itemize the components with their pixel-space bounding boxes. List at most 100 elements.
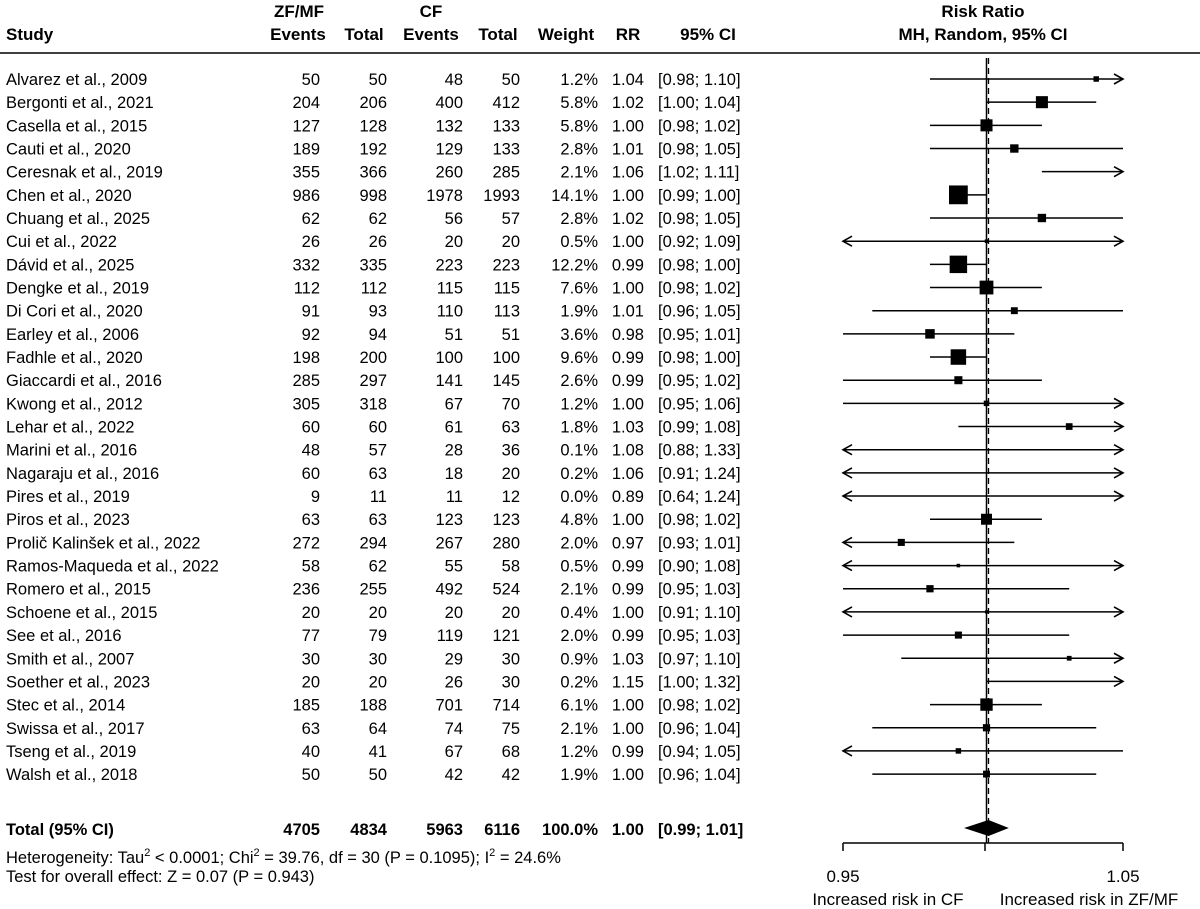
study-e1: 20 [302, 604, 320, 622]
study-n1: 64 [369, 720, 387, 738]
study-n1: 20 [369, 673, 387, 691]
effect-square [1010, 307, 1018, 315]
study-rr-text: 0.99 [612, 349, 644, 367]
study-n2: 123 [492, 511, 520, 529]
ci-arrow-left [841, 536, 853, 549]
study-n1: 366 [359, 164, 387, 182]
study-weight: 5.8% [560, 117, 598, 135]
study-weight: 12.2% [551, 256, 598, 274]
study-n2: 714 [492, 697, 520, 715]
study-name: Earley et al., 2006 [6, 326, 139, 344]
effect-square [984, 610, 989, 614]
study-weight: 0.4% [560, 604, 598, 622]
study-e1: 60 [302, 465, 320, 483]
study-e2: 18 [445, 465, 463, 483]
study-weight: 2.0% [560, 627, 598, 645]
study-weight: 9.6% [560, 349, 598, 367]
header-study: Study [6, 25, 54, 44]
study-n2: 223 [492, 256, 520, 274]
study-e2: 115 [437, 280, 463, 298]
study-rr-text: 1.15 [612, 673, 644, 691]
study-e1: 355 [292, 164, 320, 182]
effect-square [1010, 144, 1019, 153]
study-n2: 30 [502, 650, 520, 668]
study-ci: [0.95; 1.03] [658, 581, 741, 599]
ci-arrow-right [1113, 652, 1125, 664]
study-rr-text: 0.89 [612, 488, 644, 506]
study-rr-text: 1.00 [612, 604, 644, 622]
study-e2: 55 [445, 558, 463, 576]
study-name: Walsh et al., 2018 [6, 766, 137, 784]
total-rr: 1.00 [612, 821, 644, 839]
study-name: Piros et al., 2023 [6, 511, 130, 529]
study-ci: [0.98; 1.02] [658, 697, 741, 715]
study-ci: [0.98; 1.02] [658, 280, 741, 298]
study-weight: 2.1% [560, 581, 598, 599]
study-ci: [0.96; 1.05] [658, 303, 741, 321]
study-e1: 48 [302, 442, 320, 460]
header-group2-events: Events [403, 25, 459, 44]
ci-arrow-right [1113, 675, 1125, 688]
study-n1: 294 [359, 534, 387, 552]
study-n1: 63 [369, 511, 387, 529]
study-rr-text: 0.97 [612, 534, 644, 552]
study-rr-text: 1.06 [612, 465, 644, 483]
x-axis-left-label: Increased risk in CF [812, 890, 963, 909]
study-weight: 2.8% [560, 210, 598, 228]
study-e2: 51 [445, 326, 463, 344]
x-tick-label-left: 0.95 [826, 867, 859, 886]
study-ci: [0.93; 1.01] [658, 534, 741, 552]
total-row: Total (95% CI) 4705 4834 5963 6116 100.0… [6, 821, 743, 839]
study-weight: 2.1% [560, 164, 598, 182]
total-n2: 6116 [484, 821, 520, 839]
study-name: Stec et al., 2014 [6, 697, 125, 715]
study-name: Cauti et al., 2020 [6, 141, 131, 159]
study-name: Bergonti et al., 2021 [6, 94, 154, 112]
ci-arrow-left [841, 467, 853, 479]
study-n1: 50 [369, 766, 387, 784]
study-n2: 280 [492, 534, 520, 552]
study-e1: 63 [302, 511, 320, 529]
study-name: Cui et al., 2022 [6, 233, 117, 251]
study-ci: [0.96; 1.04] [658, 766, 741, 784]
study-n1: 206 [359, 94, 387, 112]
study-name: Kwong et al., 2012 [6, 395, 143, 413]
study-rr-text: 1.00 [612, 511, 644, 529]
ci-arrow-right [1113, 467, 1125, 479]
study-e2: 132 [435, 117, 463, 135]
ci-arrow-right [1113, 420, 1125, 433]
study-weight: 0.1% [560, 442, 598, 460]
study-e2: 56 [445, 210, 463, 228]
study-n1: 26 [369, 233, 387, 251]
ci-arrow-right [1113, 235, 1125, 247]
study-name: Prolič Kalinšek et al., 2022 [6, 534, 200, 552]
study-name: Nagaraju et al., 2016 [6, 465, 159, 483]
study-e2: 11 [446, 488, 463, 506]
study-n1: 112 [361, 280, 387, 298]
total-weight: 100.0% [542, 821, 598, 839]
study-weight: 14.1% [551, 187, 598, 205]
effect-square [1037, 213, 1047, 223]
study-rr-text: 1.04 [612, 71, 644, 89]
study-ci: [0.99; 1.00] [658, 187, 741, 205]
study-name: Ceresnak et al., 2019 [6, 164, 163, 182]
study-rr-text: 0.99 [612, 627, 644, 645]
study-n1: 335 [359, 256, 387, 274]
study-rr-text: 1.00 [612, 697, 644, 715]
study-weight: 1.2% [560, 743, 598, 761]
study-e1: 305 [292, 395, 320, 413]
header-group2-total: Total [478, 25, 517, 44]
study-name: Fadhle et al., 2020 [6, 349, 143, 367]
study-weight: 2.1% [560, 720, 598, 738]
study-ci: [0.91; 1.10] [658, 604, 741, 622]
study-weight: 2.0% [560, 534, 598, 552]
study-weight: 2.6% [560, 372, 598, 390]
study-n2: 115 [494, 280, 520, 298]
study-name: See et al., 2016 [6, 627, 122, 645]
study-e2: 28 [445, 442, 463, 460]
study-e1: 63 [302, 720, 320, 738]
study-name: Giaccardi et al., 2016 [6, 372, 162, 390]
study-weight: 1.2% [560, 71, 598, 89]
overall-effect-text: Test for overall effect: Z = 0.07 (P = 0… [6, 868, 314, 886]
study-n2: 524 [492, 581, 520, 599]
